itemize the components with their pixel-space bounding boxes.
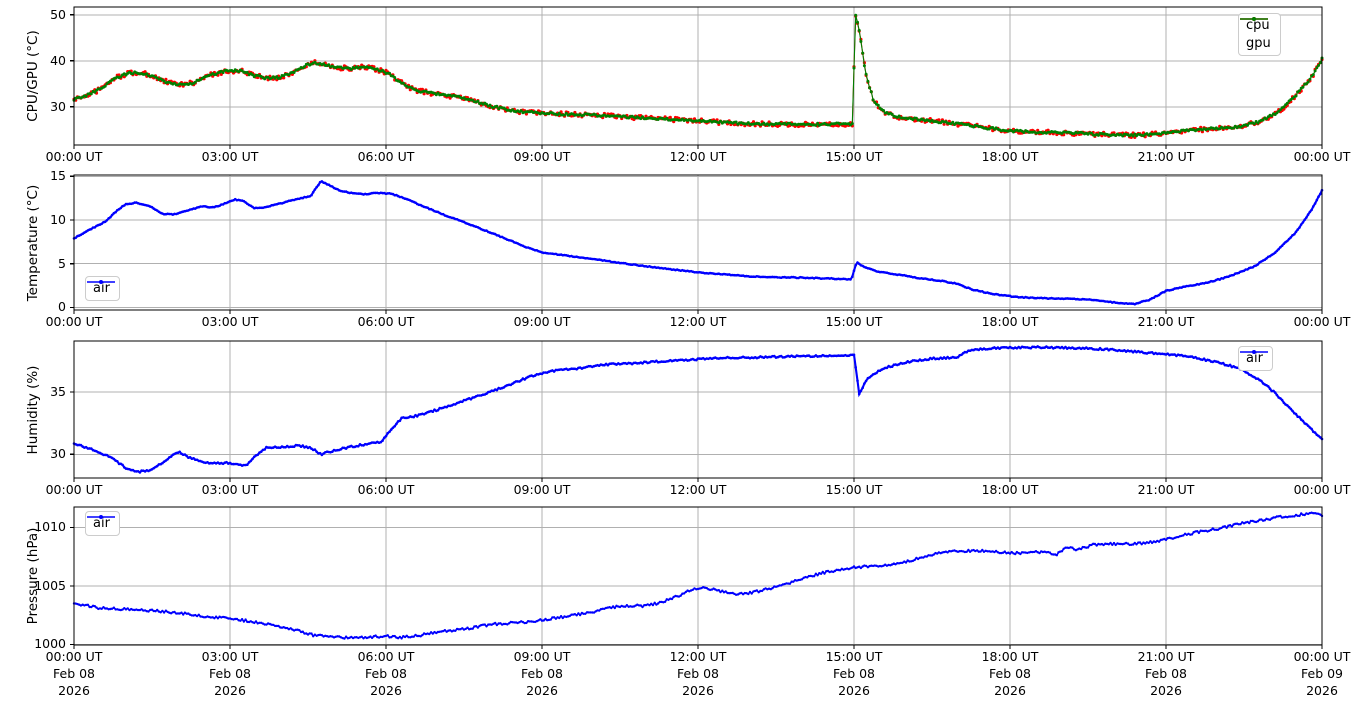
x-tick-label: 21:00 UT [1137, 149, 1195, 164]
x-tick-label: 06:00 UT [357, 149, 415, 164]
x-tick-label: 06:00 UT [357, 482, 415, 497]
x-tick-label: 00:00 UT [1293, 482, 1351, 497]
x-tick-year-label: 2026 [370, 683, 402, 698]
y-tick-label: 10 [50, 212, 66, 227]
x-tick-label: 09:00 UT [513, 482, 571, 497]
legend-label: air [93, 516, 110, 531]
x-tick-label: 09:00 UT [513, 314, 571, 329]
x-tick-label: 09:00 UT [513, 649, 571, 664]
x-tick-label: 18:00 UT [981, 649, 1039, 664]
y-axis-label-0: CPU/GPU (°C) [25, 30, 41, 122]
x-tick-label: 00:00 UT [1293, 314, 1351, 329]
x-tick-date-label: Feb 08 [52, 666, 96, 681]
legend-item: air [87, 515, 115, 532]
x-tick-label: 15:00 UT [825, 649, 883, 664]
y-tick-label: 35 [50, 384, 66, 400]
x-tick-year-label: 2026 [994, 683, 1026, 698]
legend-item: gpu [1240, 17, 1271, 52]
legend-label: air [1246, 351, 1263, 366]
legend-box: air [85, 276, 120, 301]
x-tick-label: 00:00 UT [45, 149, 103, 164]
x-tick-date-label: Feb 09 [1300, 666, 1344, 681]
x-tick-label: 03:00 UT [201, 314, 259, 329]
legend-label: gpu [1246, 36, 1271, 51]
x-tick-label: 21:00 UT [1137, 482, 1195, 497]
legend-box: cpu gpu [1238, 13, 1281, 56]
y-tick-label: 0 [58, 299, 66, 315]
legend-box: air [85, 511, 120, 536]
y-axis-label-1: Temperature (°C) [25, 184, 41, 301]
x-tick-date-label: Feb 08 [988, 666, 1032, 681]
x-tick-date-label: Feb 08 [520, 666, 564, 681]
y-tick-label: 1010 [34, 519, 66, 535]
x-tick-label: 06:00 UT [357, 314, 415, 329]
x-tick-label: 15:00 UT [825, 314, 883, 329]
x-tick-label: 00:00 UT [45, 314, 103, 329]
y-tick-label: 40 [50, 52, 66, 68]
y-axis-label-3: Pressure (hPa) [25, 527, 41, 625]
legend-label: cpu [1246, 18, 1270, 33]
x-tick-label: 21:00 UT [1137, 649, 1195, 664]
legend-box: air [1238, 346, 1273, 371]
y-tick-label: 50 [50, 6, 66, 22]
x-tick-label: 06:00 UT [357, 649, 415, 664]
x-tick-year-label: 2026 [214, 683, 246, 698]
x-tick-date-label: Feb 08 [832, 666, 876, 681]
legend-line-sample-icon [1240, 350, 1268, 354]
x-tick-label: 03:00 UT [201, 649, 259, 664]
x-tick-label: 15:00 UT [825, 482, 883, 497]
legend-label: air [93, 281, 110, 296]
x-tick-date-label: Feb 08 [676, 666, 720, 681]
y-tick-label: 1005 [34, 577, 66, 593]
y-tick-label: 1000 [34, 636, 66, 652]
x-tick-year-label: 2026 [1150, 683, 1182, 698]
x-tick-label: 12:00 UT [669, 649, 727, 664]
x-tick-label: 21:00 UT [1137, 314, 1195, 329]
y-tick-label: 30 [50, 98, 66, 114]
legend-line-sample-icon [87, 515, 115, 519]
y-tick-label: 30 [50, 446, 66, 462]
x-tick-label: 12:00 UT [669, 482, 727, 497]
legend-item: air [87, 280, 115, 297]
x-tick-label: 18:00 UT [981, 314, 1039, 329]
x-tick-year-label: 2026 [526, 683, 558, 698]
x-tick-label: 00:00 UT [1293, 149, 1351, 164]
x-tick-year-label: 2026 [58, 683, 90, 698]
x-tick-date-label: Feb 08 [1144, 666, 1188, 681]
legend-line-sample-icon [87, 280, 115, 284]
y-tick-label: 5 [58, 255, 66, 271]
x-tick-label: 00:00 UT [45, 482, 103, 497]
x-tick-label: 03:00 UT [201, 149, 259, 164]
y-tick-label: 15 [50, 168, 66, 184]
x-tick-label: 18:00 UT [981, 149, 1039, 164]
x-tick-year-label: 2026 [682, 683, 714, 698]
legend-line-sample-icon [1240, 17, 1268, 21]
y-axis-label-2: Humidity (%) [25, 365, 41, 454]
x-tick-label: 03:00 UT [201, 482, 259, 497]
x-tick-label: 09:00 UT [513, 149, 571, 164]
x-tick-label: 15:00 UT [825, 149, 883, 164]
x-tick-label: 12:00 UT [669, 149, 727, 164]
x-tick-date-label: Feb 08 [364, 666, 408, 681]
x-tick-year-label: 2026 [1306, 683, 1338, 698]
x-tick-label: 18:00 UT [981, 482, 1039, 497]
x-tick-label: 12:00 UT [669, 314, 727, 329]
x-tick-date-label: Feb 08 [208, 666, 252, 681]
x-tick-year-label: 2026 [838, 683, 870, 698]
x-tick-label: 00:00 UT [1293, 649, 1351, 664]
x-tick-label: 00:00 UT [45, 649, 103, 664]
legend-item: air [1240, 350, 1268, 367]
